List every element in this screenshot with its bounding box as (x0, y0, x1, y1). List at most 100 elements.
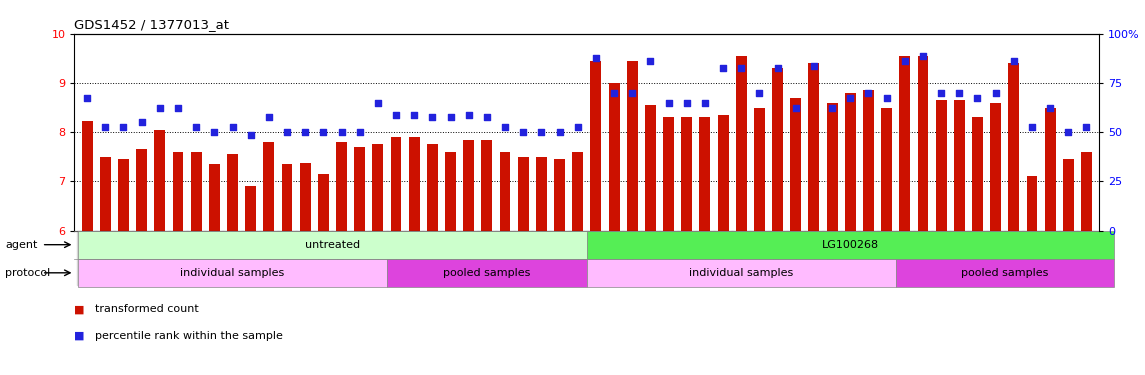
Bar (845, 93, 855, 231)
Point (96, 124, 114, 130)
Bar (390, 137, 402, 231)
Bar (118, 159, 129, 231)
Bar (554, 159, 564, 231)
Bar (227, 154, 238, 231)
Bar (1063, 159, 1074, 231)
Bar (1027, 177, 1037, 231)
Bar (587, 231, 1114, 259)
Point (932, 90, 950, 96)
Point (551, 129, 569, 135)
Point (696, 100, 714, 106)
Bar (155, 130, 165, 231)
Point (569, 124, 587, 130)
Bar (626, 61, 638, 231)
Point (168, 105, 187, 111)
Point (605, 90, 623, 96)
Point (405, 112, 424, 118)
Bar (78, 231, 587, 259)
Bar (427, 144, 437, 231)
Bar (736, 56, 747, 231)
Text: individual samples: individual samples (689, 268, 793, 278)
Text: pooled samples: pooled samples (443, 268, 530, 278)
Point (586, 56, 605, 62)
Bar (587, 259, 895, 287)
Bar (895, 259, 1114, 287)
Point (514, 129, 532, 135)
Text: ■: ■ (74, 331, 85, 340)
Point (1004, 58, 1022, 64)
Text: protocol: protocol (6, 268, 50, 278)
Bar (282, 164, 292, 231)
Text: LG100268: LG100268 (822, 240, 879, 250)
Point (223, 124, 242, 130)
Bar (337, 142, 347, 231)
Text: ■: ■ (74, 304, 85, 314)
Point (297, 129, 315, 135)
Point (787, 105, 805, 111)
Point (496, 124, 514, 130)
Point (187, 124, 205, 130)
Bar (354, 147, 365, 231)
Bar (1044, 108, 1056, 231)
Bar (245, 186, 256, 231)
Point (950, 90, 969, 96)
Point (369, 100, 387, 106)
Bar (645, 105, 656, 231)
Bar (591, 61, 601, 231)
Bar (663, 117, 674, 231)
Bar (300, 163, 310, 231)
Bar (882, 108, 892, 231)
Bar (863, 90, 874, 231)
Bar (499, 152, 511, 231)
Bar (445, 152, 456, 231)
Bar (81, 122, 93, 231)
Bar (917, 56, 929, 231)
Point (641, 58, 660, 64)
Bar (372, 144, 384, 231)
Bar (772, 68, 783, 231)
Point (1059, 129, 1077, 135)
Text: individual samples: individual samples (181, 268, 285, 278)
Bar (409, 137, 420, 231)
Point (1077, 124, 1096, 130)
Bar (827, 103, 837, 231)
Point (278, 129, 297, 135)
Bar (518, 157, 529, 231)
Bar (572, 152, 583, 231)
Bar (136, 149, 147, 231)
Bar (318, 174, 329, 231)
Bar (899, 56, 910, 231)
Point (424, 114, 442, 120)
Bar (753, 108, 765, 231)
Point (895, 58, 914, 64)
Point (1022, 124, 1041, 130)
Bar (790, 98, 802, 231)
Text: pooled samples: pooled samples (961, 268, 1049, 278)
Point (314, 129, 332, 135)
Point (78, 95, 96, 101)
Bar (208, 164, 220, 231)
Bar (1009, 63, 1019, 231)
Point (350, 129, 369, 135)
Bar (464, 140, 474, 231)
Bar (990, 103, 1001, 231)
Text: transformed count: transformed count (95, 304, 199, 314)
Point (441, 114, 459, 120)
Point (969, 95, 987, 101)
Bar (700, 117, 710, 231)
Point (750, 90, 768, 96)
Bar (536, 157, 547, 231)
Bar (609, 83, 619, 231)
Point (151, 105, 169, 111)
Point (877, 95, 895, 101)
Bar (263, 142, 275, 231)
Bar (972, 117, 982, 231)
Bar (681, 117, 693, 231)
Point (660, 100, 678, 106)
Bar (954, 100, 965, 231)
Point (987, 90, 1005, 96)
Bar (387, 259, 587, 287)
Point (242, 132, 260, 138)
Text: agent: agent (6, 240, 38, 250)
Point (805, 63, 823, 69)
